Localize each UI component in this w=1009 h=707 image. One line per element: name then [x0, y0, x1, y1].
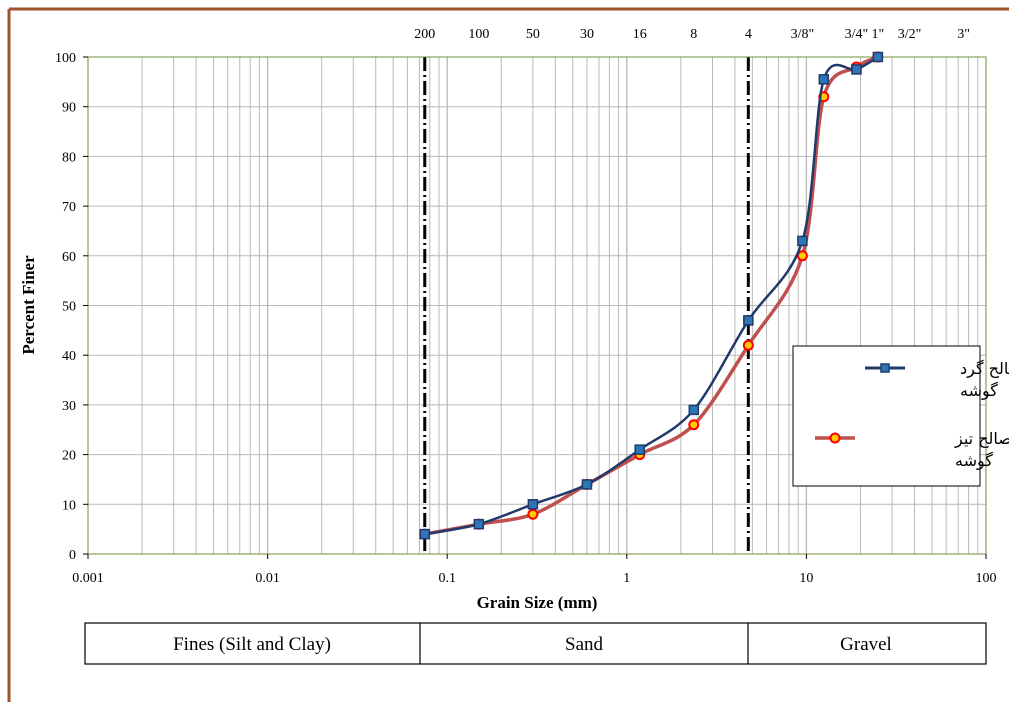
data-point-square [851, 64, 862, 75]
x-tick-label: 0.001 [72, 571, 104, 586]
y-tick-label: 20 [62, 449, 76, 464]
y-tick-label: 100 [55, 51, 76, 66]
sieve-size-label: 3" [957, 27, 970, 42]
reference-lines [423, 57, 750, 554]
y-tick-label: 50 [62, 300, 76, 315]
x-tick-label: 10 [799, 571, 813, 586]
legend-entry-angular: مصالح تیز گوشه [815, 429, 1009, 471]
y-tick-label: 60 [62, 250, 76, 265]
legend-round-label-2: گوشه [960, 381, 998, 401]
y-axis-title: Percent Finer [19, 255, 38, 355]
y-tick-label: 30 [62, 399, 76, 414]
data-point-square [743, 315, 754, 326]
data-point-square [419, 528, 431, 540]
grid [88, 57, 986, 554]
legend-angular-circle-icon [829, 432, 841, 444]
classification-fines: Fines (Silt and Clay) [173, 634, 331, 655]
sieve-size-label: 3/8" [791, 27, 815, 42]
sieve-size-label: 16 [633, 27, 647, 42]
soil-classification-table: Fines (Silt and Clay) Sand Gravel [84, 622, 987, 665]
series-round [419, 51, 884, 540]
sieve-size-label: 8 [690, 27, 697, 42]
sieve-size-label: 1" [872, 27, 885, 42]
legend-angular-label-1: مصالح تیز [954, 429, 1009, 449]
sieve-size-label: 30 [580, 27, 594, 42]
y-tick-label: 10 [62, 498, 76, 513]
x-tick-label: 100 [976, 571, 997, 586]
x-tick-label: 0.01 [255, 571, 280, 586]
legend-angular-label-2: گوشه [955, 451, 993, 471]
series-layer [419, 51, 884, 540]
data-point-square [872, 51, 884, 63]
x-axis-title: Grain Size (mm) [477, 593, 598, 612]
y-tick-label: 40 [62, 349, 76, 364]
sieve-size-label: 3/4" [845, 27, 869, 42]
classification-gravel: Gravel [840, 634, 892, 655]
y-tick-label: 80 [62, 150, 76, 165]
data-point-circle [742, 339, 754, 351]
data-point-circle [527, 508, 539, 520]
classification-table-border [84, 622, 987, 665]
sieve-size-label: 100 [468, 27, 489, 42]
y-tick-label: 70 [62, 200, 76, 215]
data-point-square [688, 404, 700, 416]
axis-ticks: 0.001 0.01 0.1 1 10 100 0 10 20 30 40 50 60 70 80 90 100… [55, 27, 997, 586]
y-tick-label: 0 [69, 548, 76, 563]
data-point-square [581, 479, 593, 490]
data-point-square [527, 499, 539, 510]
legend-entry-round: مصالح گرد گوشه [865, 359, 1009, 401]
x-tick-label: 1 [623, 571, 630, 586]
sieve-size-label: 200 [414, 27, 435, 42]
legend-round-square-icon [880, 363, 890, 373]
sieve-size-label: 50 [526, 27, 540, 42]
data-point-square [818, 74, 830, 85]
data-point-circle [688, 419, 700, 431]
sieve-size-label: 3/2" [898, 27, 922, 42]
legend-round-label-1: مصالح گرد [960, 359, 1009, 379]
data-point-square [473, 518, 485, 530]
legend: مصالح گرد گوشه مصالح تیز گوشه [792, 345, 1009, 487]
x-tick-label: 0.1 [438, 571, 456, 586]
data-point-square [634, 444, 645, 455]
y-tick-label: 90 [62, 101, 76, 116]
classification-sand: Sand [565, 634, 604, 655]
sieve-size-label: 4 [745, 27, 752, 42]
data-point-square [797, 235, 808, 247]
